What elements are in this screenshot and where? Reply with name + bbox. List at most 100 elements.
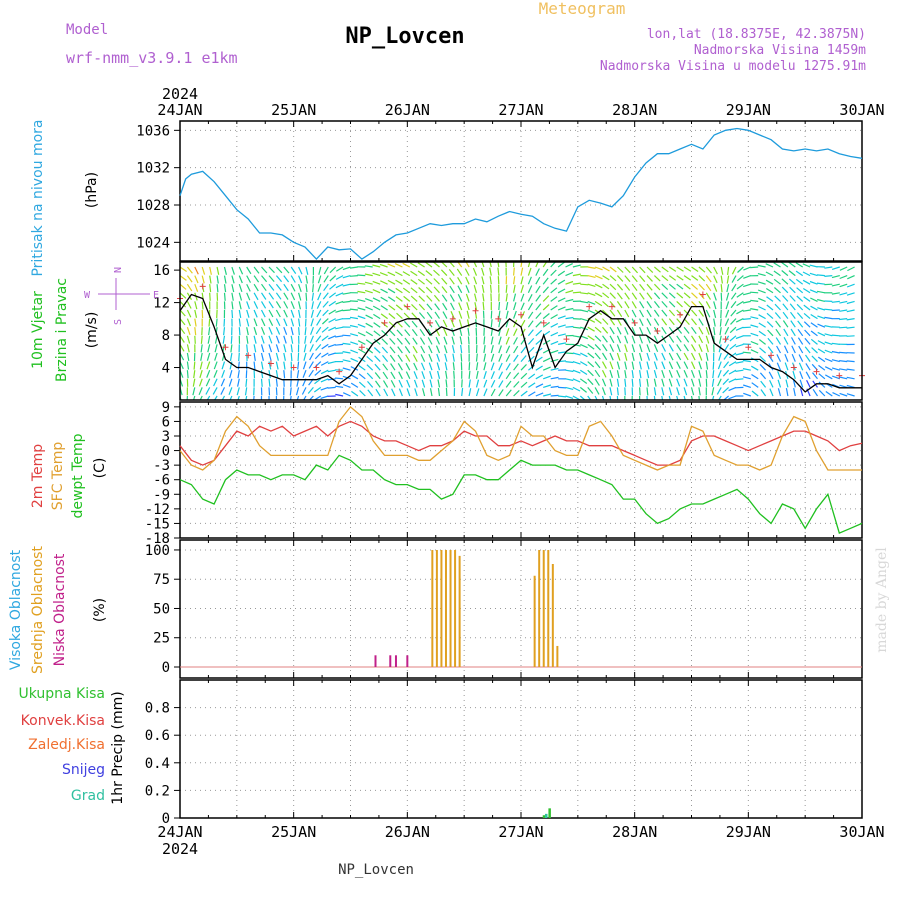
wind-arrow	[461, 387, 464, 397]
wind-arrow	[717, 361, 722, 370]
wind-arrow	[448, 269, 455, 276]
wind-arrow	[788, 270, 796, 277]
wind-arrow	[698, 266, 706, 273]
wind-arrow	[616, 275, 624, 282]
wind-arrow	[405, 371, 411, 380]
wind-arrow	[705, 361, 709, 370]
wind-arrow	[297, 352, 300, 362]
wind-arrow	[206, 352, 211, 361]
wind-arrow	[335, 309, 344, 313]
wind-arrow	[520, 372, 528, 380]
wind-arrow	[557, 333, 566, 337]
wind-arrow	[459, 327, 463, 336]
wind-arrow	[624, 344, 628, 353]
wind-arrow	[775, 328, 781, 337]
wind-arrow	[186, 275, 193, 283]
wind-arrow	[527, 311, 534, 319]
wind-arrow	[683, 300, 691, 308]
wind-arrow	[373, 322, 381, 328]
wind-arrow	[572, 264, 581, 268]
wind-arrow	[436, 353, 441, 362]
wind-arrow	[824, 316, 833, 320]
wind-arrow	[528, 382, 536, 388]
wind-arrow	[238, 352, 240, 362]
wind-arrow	[498, 380, 504, 388]
wind-arrow	[498, 389, 504, 397]
wind-gust-marker	[768, 352, 775, 359]
wind-arrow	[320, 386, 329, 391]
wind-arrow	[690, 378, 695, 387]
wind-arrow	[616, 378, 620, 387]
wind-arrow	[437, 370, 441, 379]
wind-arrow	[290, 309, 295, 318]
wind-arrow	[818, 389, 826, 397]
wind-arrow	[383, 388, 389, 397]
wind-arrow	[535, 383, 544, 388]
wind-arrow	[796, 312, 804, 319]
wind-gust-marker	[336, 368, 343, 375]
wind-arrow	[301, 387, 307, 395]
wind-arrow	[342, 266, 351, 271]
product-title: Meteogram	[539, 0, 626, 18]
wind-arrow	[472, 267, 478, 276]
wind-arrow	[230, 335, 233, 344]
wind-arrow	[298, 301, 301, 310]
wind-arrow	[275, 370, 279, 379]
wind-arrow	[839, 309, 848, 312]
wind-arrow	[825, 374, 833, 380]
wind-arrow	[751, 382, 759, 388]
wind-arrow	[275, 292, 282, 300]
wind-arrow	[253, 335, 257, 344]
bottom-date-label: 26JAN	[385, 823, 430, 841]
wind-arrow	[750, 316, 759, 320]
wind-arrow	[839, 326, 848, 329]
wind-arrow	[698, 318, 704, 326]
wind-arrow	[497, 262, 500, 268]
wind-arrow	[550, 322, 559, 328]
temp-ytick-label: -18	[145, 531, 170, 547]
wind-arrow	[425, 278, 433, 285]
wind-arrow	[601, 361, 607, 369]
wind-arrow	[186, 370, 189, 379]
wind-arrow	[505, 362, 511, 371]
wind-arrow	[322, 301, 329, 308]
wind-arrow	[303, 352, 307, 361]
wind-arrow	[298, 266, 303, 275]
wind-arrow	[624, 370, 627, 379]
wind-arrow	[804, 337, 811, 345]
wind-arrow	[565, 289, 574, 294]
wind-arrow	[646, 301, 652, 309]
wind-arrow	[425, 262, 433, 268]
wind-arrow	[683, 352, 689, 361]
wind-arrow	[382, 355, 389, 362]
wind-arrow	[349, 266, 358, 269]
wind-arrow	[321, 343, 329, 350]
wind-arrow	[776, 354, 782, 362]
wind-arrow	[223, 292, 226, 301]
wind-arrow	[831, 359, 840, 363]
wind-arrow	[781, 278, 789, 285]
wind-arrow	[310, 318, 314, 327]
wind-arrow	[712, 370, 715, 379]
wind-arrow	[550, 314, 558, 320]
wind-arrow	[209, 275, 212, 284]
wind-arrow	[565, 325, 574, 328]
wind-arrow	[433, 269, 440, 277]
wind-arrow	[543, 384, 552, 388]
wind-arrow	[395, 304, 403, 311]
wind-panel: 4 8 12 16	[153, 261, 865, 401]
wind-arrow	[375, 388, 381, 397]
elevation-text: Nadmorska Visina 1459m	[694, 43, 866, 58]
wind-arrow	[720, 266, 724, 275]
wind-arrow	[616, 283, 624, 291]
wind-arrow	[839, 318, 848, 321]
wind-arrow	[483, 353, 487, 362]
wind-arrow	[535, 356, 543, 363]
wind-arrow	[668, 318, 675, 326]
wind-arrow	[180, 309, 186, 317]
wind-arrow	[676, 335, 682, 343]
wind-arrow	[321, 326, 329, 333]
wind-arrow	[520, 262, 523, 268]
wind-arrow	[580, 292, 589, 295]
wind-arrow	[587, 335, 595, 341]
